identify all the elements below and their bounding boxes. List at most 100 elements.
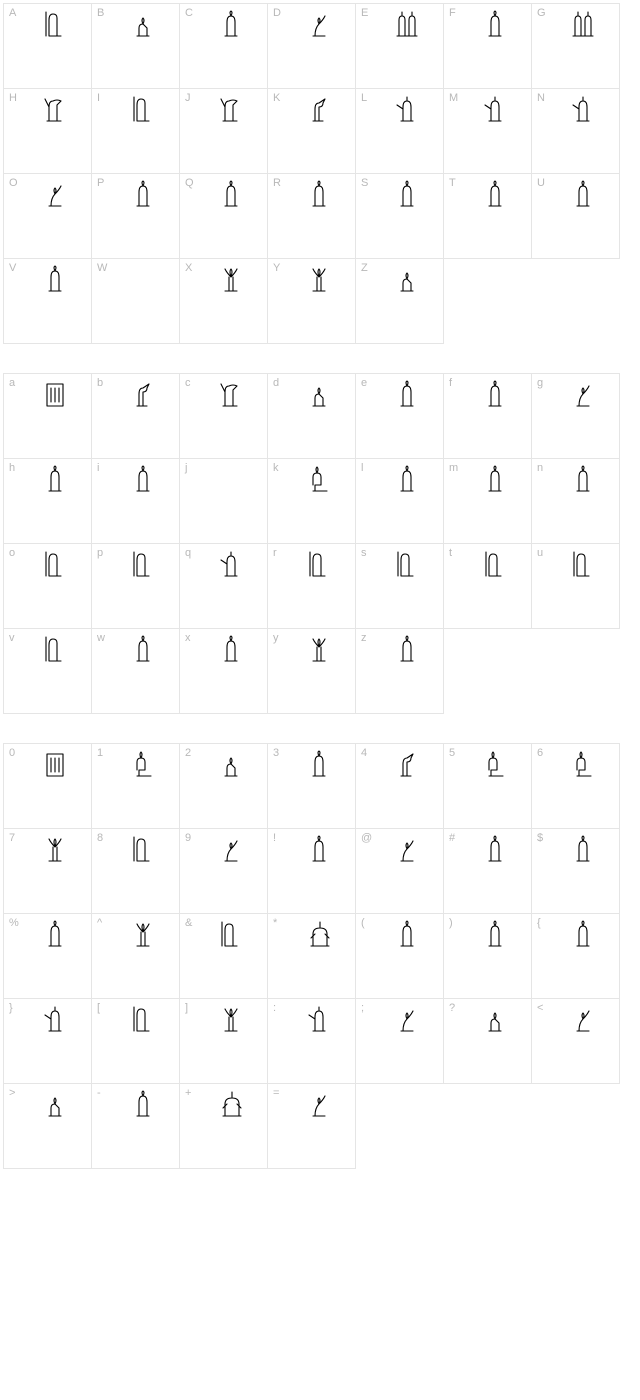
character-cell[interactable]: ^ [91, 913, 180, 999]
character-cell[interactable]: 2 [179, 743, 268, 829]
character-cell[interactable]: T [443, 173, 532, 259]
character-cell[interactable]: % [3, 913, 92, 999]
character-cell[interactable]: 0 [3, 743, 92, 829]
glyph-icon [562, 835, 604, 863]
glyph-icon [298, 265, 340, 293]
character-cell[interactable]: ) [443, 913, 532, 999]
character-cell[interactable]: + [179, 1083, 268, 1169]
character-cell[interactable]: o [3, 543, 92, 629]
character-cell[interactable]: # [443, 828, 532, 914]
character-cell[interactable]: N [531, 88, 620, 174]
character-cell[interactable]: 3 [267, 743, 356, 829]
character-cell[interactable]: m [443, 458, 532, 544]
character-cell[interactable]: * [267, 913, 356, 999]
character-cell[interactable]: 7 [3, 828, 92, 914]
character-label: J [185, 92, 191, 104]
character-cell[interactable]: W [91, 258, 180, 344]
character-cell[interactable]: b [91, 373, 180, 459]
character-cell[interactable]: a [3, 373, 92, 459]
character-cell[interactable]: ! [267, 828, 356, 914]
character-cell[interactable]: - [91, 1083, 180, 1169]
character-cell[interactable]: 9 [179, 828, 268, 914]
character-cell[interactable]: l [355, 458, 444, 544]
character-cell[interactable]: X [179, 258, 268, 344]
character-cell[interactable]: h [3, 458, 92, 544]
character-cell[interactable]: y [267, 628, 356, 714]
character-cell[interactable]: R [267, 173, 356, 259]
character-cell[interactable]: ] [179, 998, 268, 1084]
glyph-icon [386, 835, 428, 863]
glyph-icon [34, 835, 76, 863]
character-cell[interactable]: : [267, 998, 356, 1084]
character-cell[interactable]: G [531, 3, 620, 89]
character-cell[interactable]: D [267, 3, 356, 89]
character-cell[interactable]: B [91, 3, 180, 89]
character-cell[interactable]: Y [267, 258, 356, 344]
character-cell[interactable]: L [355, 88, 444, 174]
character-cell[interactable]: $ [531, 828, 620, 914]
character-cell[interactable]: < [531, 998, 620, 1084]
glyph-icon [122, 265, 164, 293]
character-cell[interactable]: K [267, 88, 356, 174]
character-cell[interactable]: e [355, 373, 444, 459]
character-cell[interactable]: & [179, 913, 268, 999]
character-cell[interactable]: f [443, 373, 532, 459]
character-cell[interactable]: p [91, 543, 180, 629]
character-cell[interactable]: J [179, 88, 268, 174]
character-cell[interactable]: Q [179, 173, 268, 259]
character-cell[interactable]: i [91, 458, 180, 544]
character-cell[interactable]: c [179, 373, 268, 459]
glyph-icon [122, 635, 164, 663]
glyph-icon [298, 180, 340, 208]
character-cell[interactable]: V [3, 258, 92, 344]
character-cell[interactable]: 5 [443, 743, 532, 829]
character-cell[interactable]: > [3, 1083, 92, 1169]
character-cell[interactable]: @ [355, 828, 444, 914]
character-cell[interactable]: 6 [531, 743, 620, 829]
character-cell[interactable]: u [531, 543, 620, 629]
character-cell[interactable]: P [91, 173, 180, 259]
character-cell[interactable]: ; [355, 998, 444, 1084]
glyph-icon [122, 550, 164, 578]
character-cell[interactable]: t [443, 543, 532, 629]
glyph-icon [562, 10, 604, 38]
character-cell[interactable]: S [355, 173, 444, 259]
character-cell[interactable]: Z [355, 258, 444, 344]
glyph-icon [122, 95, 164, 123]
character-cell[interactable]: j [179, 458, 268, 544]
character-cell[interactable]: H [3, 88, 92, 174]
character-cell[interactable]: F [443, 3, 532, 89]
character-cell[interactable]: E [355, 3, 444, 89]
character-cell[interactable]: z [355, 628, 444, 714]
character-cell[interactable]: ( [355, 913, 444, 999]
character-cell[interactable]: M [443, 88, 532, 174]
character-cell[interactable]: w [91, 628, 180, 714]
character-cell[interactable]: U [531, 173, 620, 259]
character-cell[interactable]: } [3, 998, 92, 1084]
character-cell[interactable]: 1 [91, 743, 180, 829]
glyph-icon [122, 750, 164, 778]
glyph-icon [210, 465, 252, 493]
character-cell[interactable]: [ [91, 998, 180, 1084]
character-cell[interactable]: 8 [91, 828, 180, 914]
character-cell[interactable]: s [355, 543, 444, 629]
glyph-icon [386, 1005, 428, 1033]
glyph-icon [562, 550, 604, 578]
character-cell[interactable]: = [267, 1083, 356, 1169]
character-cell[interactable]: A [3, 3, 92, 89]
character-cell[interactable]: q [179, 543, 268, 629]
character-cell[interactable]: v [3, 628, 92, 714]
character-cell[interactable]: d [267, 373, 356, 459]
character-cell[interactable]: x [179, 628, 268, 714]
character-cell[interactable]: ? [443, 998, 532, 1084]
character-cell[interactable]: k [267, 458, 356, 544]
character-label: g [537, 377, 543, 389]
character-cell[interactable]: C [179, 3, 268, 89]
character-cell[interactable]: I [91, 88, 180, 174]
character-cell[interactable]: O [3, 173, 92, 259]
character-cell[interactable]: { [531, 913, 620, 999]
character-cell[interactable]: g [531, 373, 620, 459]
character-cell[interactable]: 4 [355, 743, 444, 829]
character-cell[interactable]: r [267, 543, 356, 629]
character-cell[interactable]: n [531, 458, 620, 544]
